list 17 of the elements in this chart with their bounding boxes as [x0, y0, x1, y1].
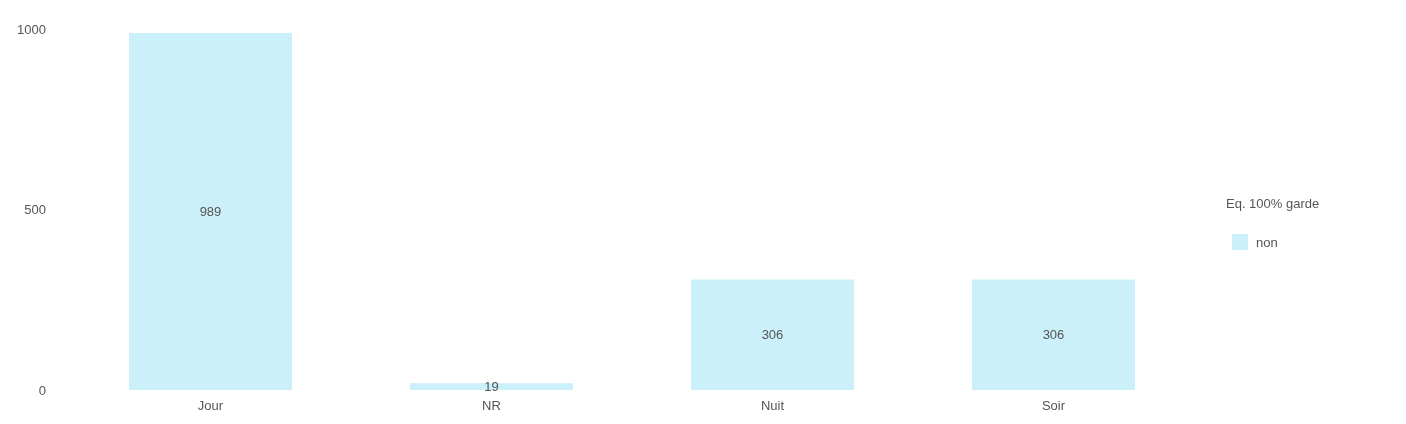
data-label: 306 [761, 327, 784, 343]
data-label: 19 [484, 379, 499, 395]
bar [972, 279, 1135, 390]
x-tick-label: NR [482, 398, 501, 413]
bar [410, 383, 573, 390]
y-tick-label: 500 [24, 202, 46, 218]
x-tick-label: Nuit [760, 398, 785, 413]
x-tick-label: Jour [197, 398, 224, 413]
x-tick-label: Soir [1041, 398, 1066, 413]
bar [129, 32, 292, 390]
y-tick-label: 1000 [17, 21, 46, 37]
legend-label: non [1256, 234, 1278, 250]
legend-title: Eq. 100% garde [1226, 195, 1320, 211]
data-label: 989 [199, 204, 222, 220]
y-tick-label: 0 [38, 382, 46, 398]
bar [691, 279, 854, 390]
data-label: 306 [1042, 327, 1065, 343]
